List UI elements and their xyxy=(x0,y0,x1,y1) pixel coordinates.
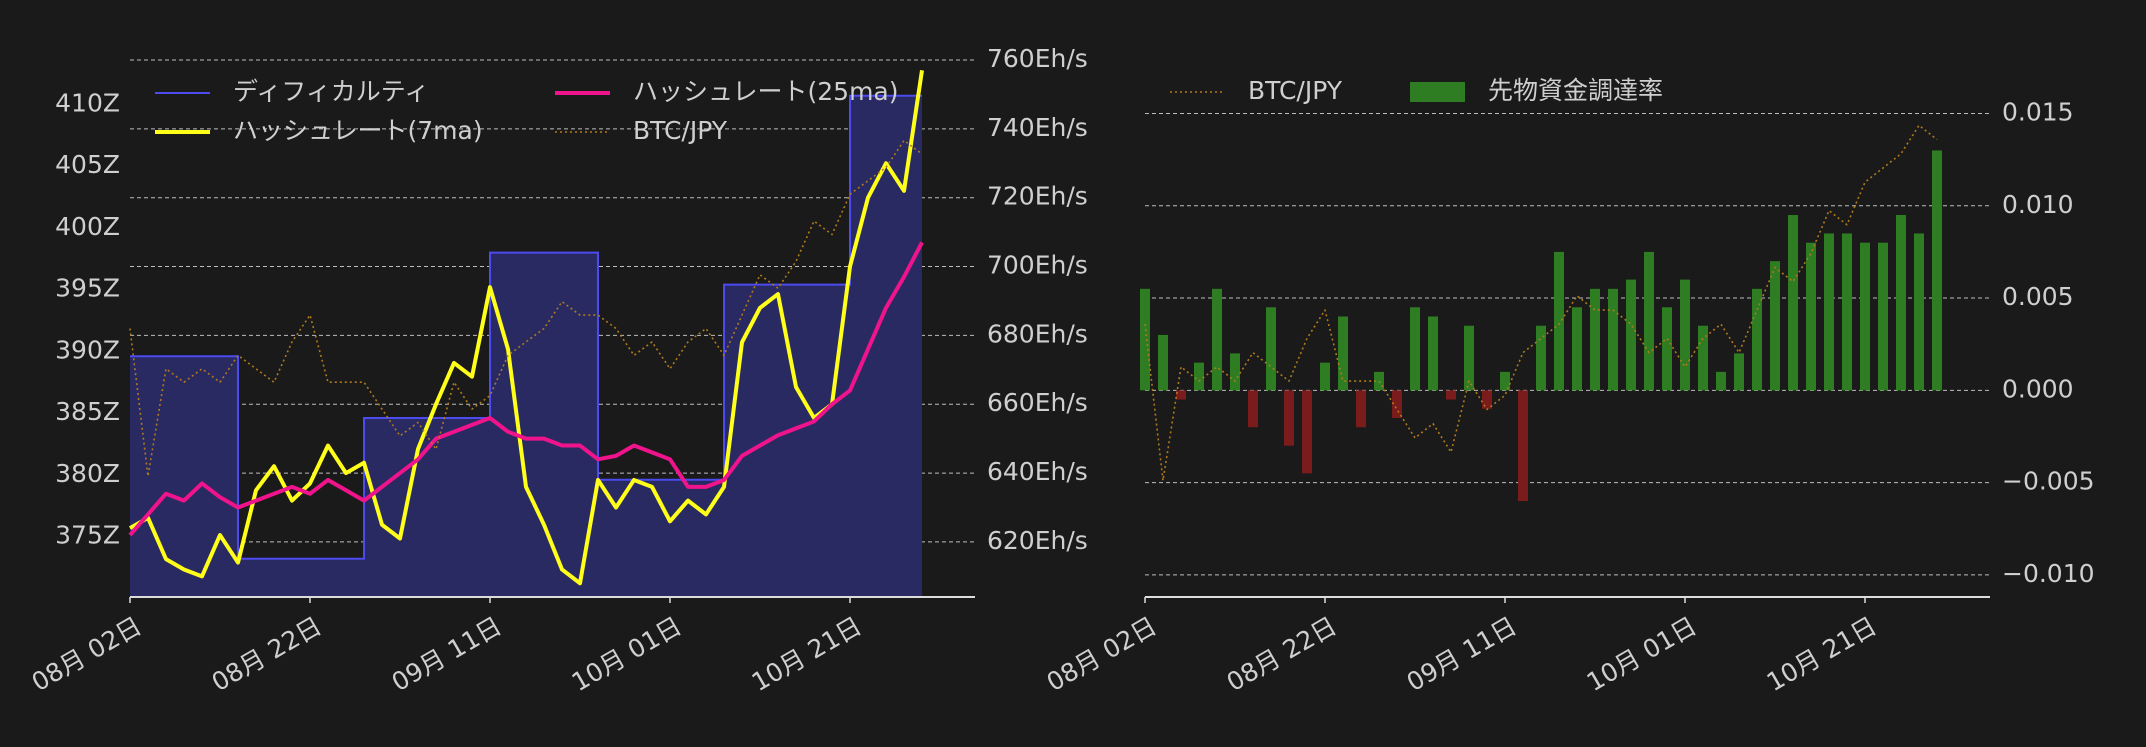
y-tick-label: 375Z xyxy=(55,521,120,550)
bar xyxy=(1284,390,1294,446)
y2-tick-label: 660Eh/s xyxy=(987,388,1088,417)
bar xyxy=(1158,334,1168,391)
bar xyxy=(1266,307,1276,391)
y-tick-label: 0.000 xyxy=(2002,374,2074,403)
y2-tick-label: 620Eh/s xyxy=(987,526,1088,555)
legend-swatch xyxy=(1410,82,1465,102)
y2-tick-label: 740Eh/s xyxy=(987,113,1088,142)
y-tick-label: 380Z xyxy=(55,459,120,488)
legend-label: BTC/JPY xyxy=(1248,76,1343,105)
y-tick-label: 0.005 xyxy=(2002,282,2074,311)
bar xyxy=(1680,279,1690,391)
bar xyxy=(1356,390,1366,428)
bar xyxy=(1176,390,1186,400)
bar xyxy=(1212,288,1222,391)
bar xyxy=(1446,390,1456,400)
bar xyxy=(1914,233,1924,391)
y-tick-label: 410Z xyxy=(55,88,120,117)
bar xyxy=(1572,307,1582,391)
bar xyxy=(1374,371,1384,391)
y-tick-label: 0.010 xyxy=(2002,190,2074,219)
bar xyxy=(1788,215,1798,391)
legend-label: ハッシュレート(7ma) xyxy=(233,116,483,145)
y-tick-label: 385Z xyxy=(55,397,120,426)
legend-label: 先物資金調達率 xyxy=(1488,76,1663,105)
bar xyxy=(1248,390,1258,428)
y-tick-label: 390Z xyxy=(55,335,120,364)
y2-tick-label: 680Eh/s xyxy=(987,319,1088,348)
bar xyxy=(1644,251,1654,391)
bar xyxy=(1464,325,1474,391)
bar xyxy=(1860,242,1870,391)
bar xyxy=(1518,390,1528,502)
bar xyxy=(1734,353,1744,391)
bar xyxy=(1410,307,1420,391)
bar xyxy=(1716,371,1726,391)
y-tick-label: −0.010 xyxy=(2002,559,2095,588)
legend-label: ハッシュレート(25ma) xyxy=(633,77,899,106)
step-line xyxy=(130,94,922,560)
bar xyxy=(1536,325,1546,391)
y-tick-label: 395Z xyxy=(55,274,120,303)
y-tick-label: 400Z xyxy=(55,212,120,241)
y-tick-label: 0.015 xyxy=(2002,98,2074,127)
bar xyxy=(1896,215,1906,391)
bar xyxy=(1482,390,1492,409)
y2-tick-label: 760Eh/s xyxy=(987,44,1088,73)
series-line xyxy=(1144,124,1938,482)
bar xyxy=(1824,233,1834,391)
bar xyxy=(1140,288,1150,391)
bar xyxy=(1608,288,1618,391)
series-line xyxy=(129,70,924,586)
y2-tick-label: 720Eh/s xyxy=(987,182,1088,211)
bar xyxy=(1392,390,1402,418)
y2-tick-label: 640Eh/s xyxy=(987,457,1088,486)
bar xyxy=(1338,316,1348,391)
bar xyxy=(1230,353,1240,391)
bar xyxy=(1752,288,1762,391)
bar xyxy=(1806,242,1816,391)
bar xyxy=(1842,233,1852,391)
bar xyxy=(1590,288,1600,391)
series-line xyxy=(128,241,924,537)
bar xyxy=(1626,279,1636,391)
y2-tick-label: 700Eh/s xyxy=(987,251,1088,280)
bar xyxy=(1302,390,1312,474)
bar xyxy=(1698,325,1708,391)
legend-label: ディフィカルティ xyxy=(233,77,429,106)
bar xyxy=(1770,261,1780,391)
bar xyxy=(1428,316,1438,391)
y-tick-label: −0.005 xyxy=(2002,467,2095,496)
bar xyxy=(1662,307,1672,391)
bar xyxy=(1320,362,1330,391)
y-tick-label: 405Z xyxy=(55,150,120,179)
bar xyxy=(1878,242,1888,391)
bar xyxy=(1500,371,1510,391)
bar xyxy=(1554,251,1564,391)
bar xyxy=(1932,150,1942,391)
legend-label: BTC/JPY xyxy=(633,116,728,145)
bar xyxy=(1194,362,1204,391)
